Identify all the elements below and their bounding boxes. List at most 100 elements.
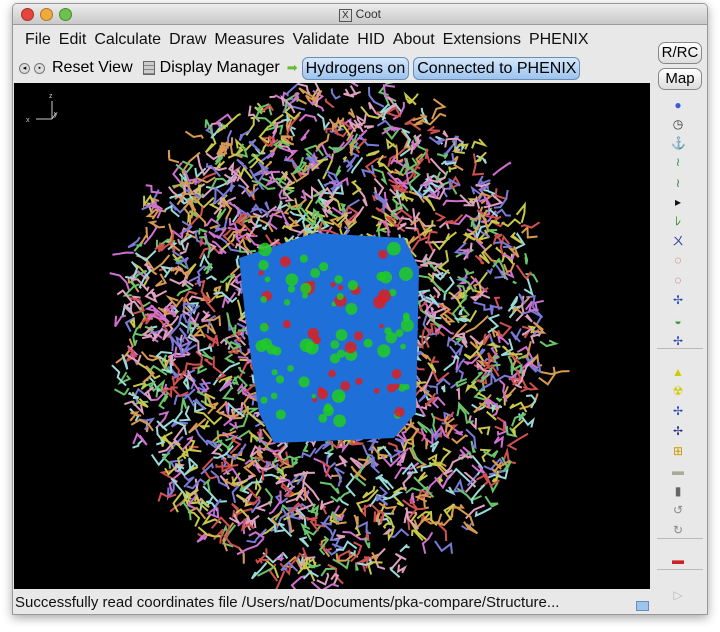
flip-peptide-icon[interactable]: ✢ [672, 293, 684, 307]
bond [283, 191, 295, 202]
expand-icon[interactable]: ▸ [674, 195, 682, 209]
torsion-icon[interactable]: ◌ [674, 273, 682, 287]
bond [330, 572, 340, 586]
bond [300, 522, 311, 536]
bond [283, 155, 300, 172]
trash-icon[interactable]: ▮ [674, 484, 682, 498]
bond [269, 95, 276, 99]
redo-icon[interactable]: ↻ [672, 523, 684, 537]
zoom-button[interactable] [59, 8, 72, 21]
bond [138, 268, 153, 290]
bond [450, 369, 464, 389]
rotamers-icon[interactable]: ㄨ [671, 234, 684, 248]
map-button[interactable]: Map [658, 68, 702, 90]
bond [432, 370, 450, 383]
bond [429, 461, 449, 474]
menu-hid[interactable]: HID [357, 31, 385, 48]
bond [320, 460, 331, 478]
bond [496, 421, 508, 437]
add-terminal-residue-icon[interactable]: ✢ [672, 404, 684, 418]
bond [420, 112, 447, 126]
bond [350, 156, 364, 174]
bond [284, 491, 295, 498]
menu-draw[interactable]: Draw [169, 31, 207, 48]
bond [168, 223, 181, 252]
bond [252, 215, 262, 230]
bond [443, 414, 454, 438]
menu-about[interactable]: About [392, 31, 435, 48]
real-space-refine-icon[interactable]: ≀ [675, 155, 681, 169]
play-icon[interactable]: ▷ [673, 588, 683, 602]
bond [390, 168, 405, 177]
molecule-view[interactable]: z x y [14, 83, 650, 589]
bond [524, 313, 533, 323]
bond [427, 362, 437, 374]
map-contour [260, 396, 268, 404]
bond [441, 411, 454, 425]
rigid-body-icon[interactable]: ⚓ [671, 136, 686, 150]
bond [202, 293, 216, 313]
edit-chi-icon[interactable]: ◌ [674, 253, 682, 267]
rrc-button[interactable]: R/RC [658, 42, 702, 64]
bond [230, 409, 247, 420]
bond [350, 83, 359, 88]
sidechain-icon[interactable]: ◒ [674, 314, 682, 328]
menu-calculate[interactable]: Calculate [94, 31, 162, 48]
bond [506, 246, 520, 258]
bond [126, 353, 142, 364]
rotate-translate-icon[interactable]: ● [674, 98, 682, 112]
map-contour [391, 369, 402, 379]
bond [420, 427, 434, 446]
bond [199, 238, 205, 248]
bond [297, 557, 309, 575]
bond [402, 498, 419, 511]
rotate-view-icon[interactable]: ◷ [672, 117, 684, 131]
bond [254, 459, 275, 471]
menu-extensions[interactable]: Extensions [442, 31, 521, 48]
bond [454, 332, 468, 344]
bond [254, 500, 273, 512]
bond [469, 290, 486, 302]
clear-pending-icon[interactable]: ▬ [672, 464, 684, 478]
bond [197, 365, 208, 375]
bond [286, 216, 301, 228]
ramachandran-flag-icon[interactable]: ▬ [672, 553, 684, 567]
bond [252, 205, 277, 218]
undo-icon[interactable]: ↺ [672, 503, 684, 517]
menu-phenix[interactable]: PHENIX [528, 31, 589, 48]
bond [226, 312, 237, 338]
bond [296, 480, 305, 502]
bond [515, 201, 526, 224]
bond [237, 546, 245, 564]
add-residue-icon[interactable]: ✢ [672, 424, 684, 438]
bond [267, 516, 285, 533]
menu-file[interactable]: File [25, 31, 51, 48]
next-icon[interactable]: ▪ [34, 62, 45, 74]
bond [298, 113, 318, 123]
molecule-graphics-canvas[interactable]: z x y [14, 83, 650, 589]
menu-validate[interactable]: Validate [292, 31, 350, 48]
minimize-button[interactable] [40, 8, 53, 21]
bond [464, 268, 475, 276]
menu-edit[interactable]: Edit [58, 31, 87, 48]
hydrogens-toggle[interactable]: Hydrogens on [301, 56, 410, 80]
add-atom-icon[interactable]: ▲ [672, 365, 684, 379]
bond [124, 316, 136, 333]
map-contour [333, 414, 346, 428]
bond [319, 500, 335, 511]
delete-icon[interactable]: ⊞ [672, 444, 684, 458]
status-icon[interactable] [636, 601, 649, 611]
auto-fit-rotamer-icon[interactable]: ﾚ [674, 214, 681, 228]
add-water-icon[interactable]: ☢ [672, 384, 684, 398]
regularize-icon[interactable]: ≀ [675, 176, 681, 190]
close-button[interactable] [21, 8, 34, 21]
bond [320, 567, 336, 577]
bond [289, 473, 305, 486]
previous-icon[interactable]: ◂ [19, 62, 30, 74]
menu-measures[interactable]: Measures [214, 31, 285, 48]
display-manager-button[interactable]: Display Manager [140, 59, 283, 77]
phenix-toggle[interactable]: Connected to PHENIX [413, 56, 581, 80]
reset-view-button[interactable]: Reset View [49, 59, 136, 77]
bond [245, 116, 255, 136]
backbone-icon[interactable]: ✢ [672, 334, 684, 348]
